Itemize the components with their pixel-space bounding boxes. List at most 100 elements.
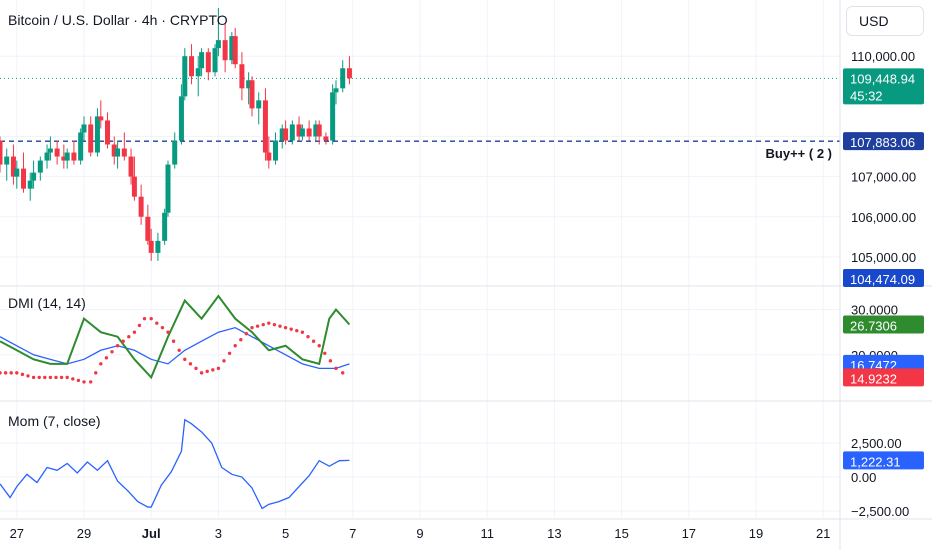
candle-body bbox=[232, 36, 238, 65]
candle-body bbox=[64, 152, 70, 161]
minus-di-point bbox=[54, 375, 58, 380]
dmi-pane: DMI (14, 14) bbox=[0, 294, 351, 384]
minus-di-point bbox=[278, 324, 282, 328]
time-tick-label: 27 bbox=[10, 526, 24, 541]
minus-di-point bbox=[110, 350, 114, 354]
minus-di-point bbox=[300, 330, 305, 334]
minus-di-point bbox=[211, 368, 215, 372]
axis-badges: 109,448.94 45:32 107,883.06 104,474.09 26.73… bbox=[843, 68, 924, 470]
candle-body bbox=[323, 136, 329, 141]
candle-body bbox=[178, 96, 184, 141]
time-tick-label: 17 bbox=[682, 526, 696, 541]
candle-body bbox=[115, 148, 121, 157]
minus-di-point bbox=[171, 339, 176, 343]
candle-body bbox=[44, 152, 50, 161]
candle-body bbox=[182, 56, 188, 97]
minus-di-point bbox=[89, 380, 93, 384]
candle-body bbox=[47, 148, 53, 153]
candle-body bbox=[299, 128, 305, 137]
minus-di-point bbox=[328, 359, 333, 363]
minus-di-point bbox=[255, 324, 260, 328]
adx-badge bbox=[843, 354, 924, 373]
minus-di-point bbox=[289, 327, 293, 331]
buy-level-badge-text: 107,883.06 bbox=[850, 135, 915, 150]
minus-di-point bbox=[20, 372, 25, 377]
price-tick-label: 110,000.00 bbox=[851, 49, 915, 64]
candle-body bbox=[131, 176, 137, 197]
candle-body bbox=[289, 124, 295, 141]
minus-di-point bbox=[0, 371, 2, 375]
price-tick-label: 107,000.00 bbox=[851, 170, 916, 185]
minus-di-point bbox=[205, 369, 209, 374]
minus-di-point bbox=[65, 375, 69, 380]
minus-di-point bbox=[244, 332, 249, 336]
candle-body bbox=[165, 164, 171, 213]
buy-level-badge bbox=[843, 132, 924, 151]
plus-di-badge-text: 26.7306 bbox=[850, 319, 897, 334]
momentum-title: Mom (7, close) bbox=[8, 413, 101, 429]
time-tick-label: 3 bbox=[215, 526, 222, 541]
currency-button[interactable]: USD bbox=[846, 6, 924, 36]
candle-body bbox=[148, 240, 154, 253]
candle-body bbox=[195, 68, 201, 77]
momentum-tick-label: 2,500.00 bbox=[851, 436, 902, 451]
current-price-badge-text: 45:32 bbox=[850, 88, 883, 103]
momentum-tick-label: −2,500.00 bbox=[851, 504, 909, 519]
minus-di-point bbox=[37, 375, 41, 380]
candles-group bbox=[0, 8, 352, 261]
price-tick-label: 106,000.00 bbox=[851, 210, 916, 225]
candle-body bbox=[215, 40, 221, 49]
candle-body bbox=[0, 140, 3, 165]
candle-body bbox=[313, 124, 319, 137]
candle-body bbox=[14, 168, 20, 177]
time-tick-label: 13 bbox=[547, 526, 561, 541]
minus-di-point bbox=[250, 325, 254, 330]
adx-line bbox=[0, 326, 350, 370]
candle-body bbox=[222, 40, 228, 61]
minus-di-point bbox=[155, 321, 159, 325]
candle-body bbox=[54, 148, 60, 157]
minus-di-point bbox=[160, 325, 165, 330]
time-tick-label: 5 bbox=[282, 526, 289, 541]
candle-body bbox=[340, 68, 346, 89]
minus-di-point bbox=[227, 351, 232, 355]
minus-di-point bbox=[272, 322, 277, 327]
candle-body bbox=[71, 152, 77, 161]
candle-body bbox=[316, 124, 322, 137]
minus-di-point bbox=[121, 339, 125, 343]
minus-di-badge-text: 14.9232 bbox=[850, 371, 897, 386]
time-tick-label: 11 bbox=[480, 526, 494, 541]
minus-di-point bbox=[76, 378, 81, 383]
candle-body bbox=[212, 48, 218, 73]
candle-body bbox=[346, 68, 352, 79]
candle-body bbox=[246, 80, 252, 89]
minus-di-point bbox=[99, 362, 103, 366]
plus-di-line bbox=[0, 294, 351, 380]
candle-body bbox=[111, 144, 117, 157]
candle-body bbox=[78, 132, 84, 161]
time-tick-label: 15 bbox=[614, 526, 628, 541]
candle-body bbox=[283, 128, 289, 141]
candle-body bbox=[273, 140, 279, 161]
low-price-badge bbox=[843, 269, 924, 288]
minus-di-point bbox=[261, 322, 265, 327]
candle-body bbox=[256, 100, 262, 109]
time-axis[interactable]: 27 29 Jul 3 5 7 9 11 13 15 17 19 21 bbox=[10, 526, 831, 541]
candle-body bbox=[199, 52, 205, 69]
candle-body bbox=[10, 156, 16, 177]
minus-di-point bbox=[149, 316, 153, 321]
minus-di-point bbox=[115, 344, 120, 348]
minus-di-point bbox=[127, 335, 131, 339]
candle-body bbox=[333, 88, 339, 93]
minus-di-point bbox=[142, 316, 147, 321]
price-axis[interactable]: 106,000.00107,000.00110,000.00108,000.00… bbox=[851, 49, 916, 519]
momentum-badge bbox=[843, 451, 924, 470]
candle-body bbox=[330, 92, 336, 141]
candle-body bbox=[121, 148, 127, 157]
minus-di-point bbox=[166, 330, 170, 334]
minus-di-point bbox=[283, 325, 288, 330]
price-pane: Buy++ ( 2 ) Bitcoin / U.S. Dollar · 4h ·… bbox=[0, 8, 840, 261]
candle-body bbox=[172, 140, 178, 165]
minus-di-point bbox=[323, 351, 327, 355]
